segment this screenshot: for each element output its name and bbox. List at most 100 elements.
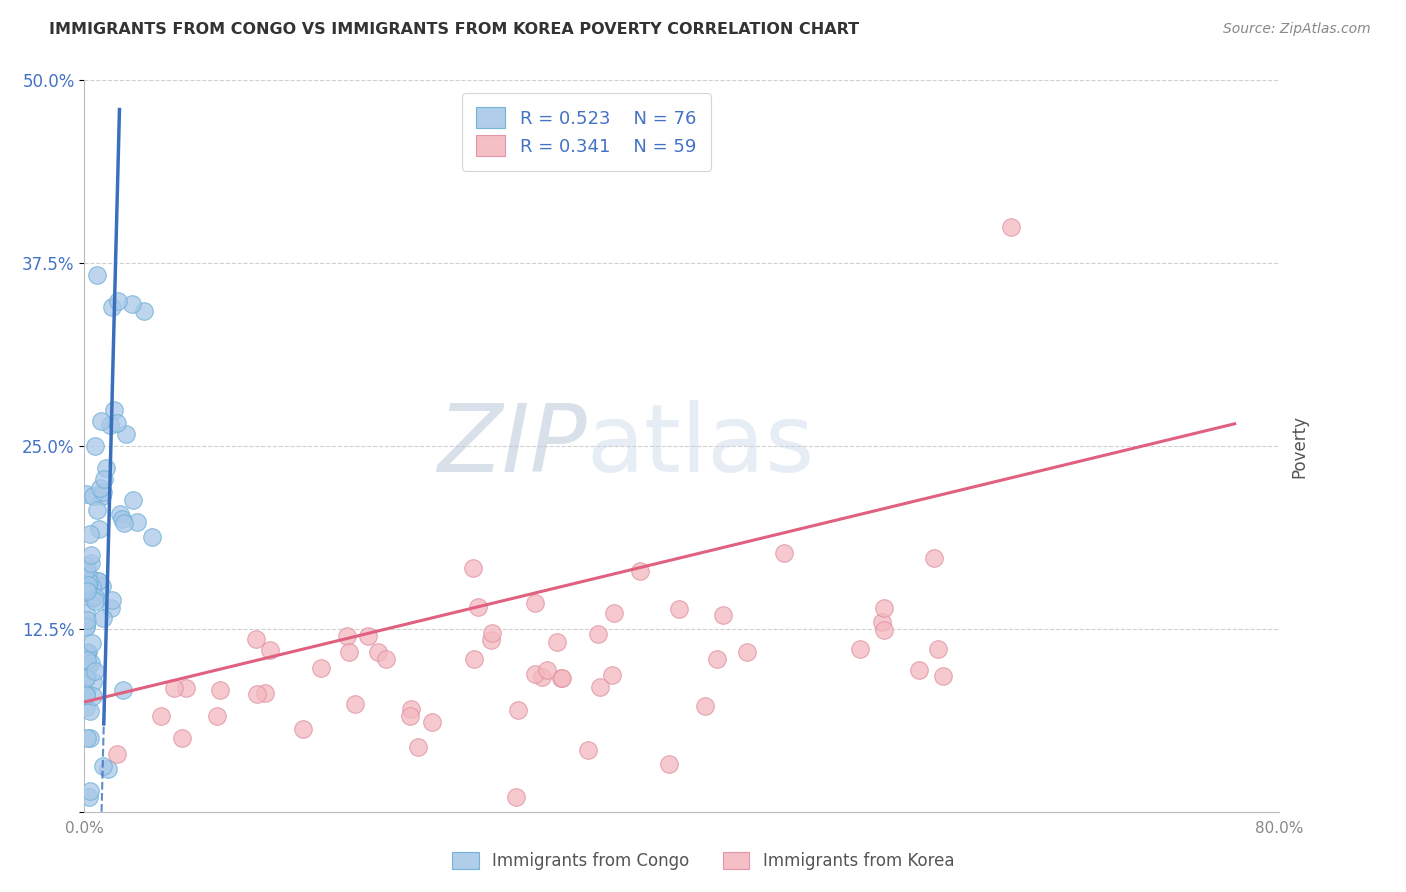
Point xyxy=(375,652,398,666)
Point xyxy=(420,715,443,730)
Point xyxy=(112,516,135,530)
Point xyxy=(603,606,626,620)
Point xyxy=(586,627,609,641)
Point xyxy=(76,583,98,598)
Point xyxy=(162,681,184,695)
Point xyxy=(77,644,100,658)
Point xyxy=(89,481,111,495)
Point xyxy=(111,683,134,698)
Point xyxy=(908,663,931,677)
Point xyxy=(93,472,115,486)
Point xyxy=(93,610,115,624)
Point xyxy=(80,656,103,670)
Point xyxy=(600,667,623,681)
Point xyxy=(77,578,100,592)
Point xyxy=(523,596,546,610)
Point xyxy=(75,486,97,500)
Point xyxy=(75,699,97,714)
Point xyxy=(75,607,97,621)
Point xyxy=(773,546,796,560)
Point xyxy=(399,708,422,723)
Point xyxy=(1000,219,1022,234)
Point xyxy=(79,527,101,541)
Point xyxy=(668,602,690,616)
Point xyxy=(932,669,955,683)
Point xyxy=(82,591,104,605)
Point xyxy=(336,629,359,643)
Point xyxy=(75,686,97,700)
Point xyxy=(693,699,716,714)
Legend: Immigrants from Congo, Immigrants from Korea: Immigrants from Congo, Immigrants from K… xyxy=(446,845,960,877)
Point xyxy=(924,550,946,565)
Point xyxy=(75,620,97,634)
Point xyxy=(75,582,97,596)
Point xyxy=(75,647,97,661)
Point xyxy=(94,461,117,475)
Point xyxy=(141,530,163,544)
Point xyxy=(735,645,758,659)
Point xyxy=(589,680,612,694)
Point xyxy=(86,574,108,589)
Point xyxy=(86,503,108,517)
Point xyxy=(399,702,422,716)
Point xyxy=(344,697,367,711)
Point xyxy=(481,633,503,648)
Point xyxy=(84,440,107,454)
Point xyxy=(367,645,389,659)
Point xyxy=(149,708,172,723)
Point xyxy=(207,709,229,723)
Point xyxy=(91,484,114,499)
Point xyxy=(82,489,104,503)
Y-axis label: Poverty: Poverty xyxy=(1291,415,1309,477)
Point xyxy=(711,607,734,622)
Point xyxy=(79,575,101,590)
Point xyxy=(259,643,281,657)
Point xyxy=(849,642,872,657)
Point xyxy=(125,515,148,529)
Point xyxy=(75,688,97,702)
Point xyxy=(115,426,138,441)
Text: IMMIGRANTS FROM CONGO VS IMMIGRANTS FROM KOREA POVERTY CORRELATION CHART: IMMIGRANTS FROM CONGO VS IMMIGRANTS FROM… xyxy=(49,22,859,37)
Point xyxy=(658,756,681,771)
Point xyxy=(82,580,104,594)
Point xyxy=(77,582,100,597)
Point xyxy=(105,416,128,430)
Point xyxy=(103,403,125,417)
Point xyxy=(86,268,108,282)
Point xyxy=(463,652,485,666)
Point xyxy=(530,669,553,683)
Point xyxy=(76,582,98,597)
Point xyxy=(75,619,97,633)
Point xyxy=(122,493,145,508)
Point xyxy=(75,689,97,703)
Text: atlas: atlas xyxy=(586,400,814,492)
Point xyxy=(463,560,485,574)
Point xyxy=(209,683,232,698)
Point xyxy=(292,722,315,736)
Point xyxy=(76,558,98,573)
Point xyxy=(132,303,156,318)
Text: Source: ZipAtlas.com: Source: ZipAtlas.com xyxy=(1223,22,1371,37)
Point xyxy=(110,507,132,521)
Point xyxy=(80,548,103,562)
Point xyxy=(253,686,276,700)
Point xyxy=(75,672,97,686)
Point xyxy=(706,651,728,665)
Point xyxy=(467,599,489,614)
Point xyxy=(79,731,101,746)
Point xyxy=(505,790,527,805)
Point xyxy=(79,790,101,805)
Point xyxy=(873,624,896,638)
Point xyxy=(82,636,104,650)
Point xyxy=(91,489,114,503)
Point xyxy=(75,563,97,577)
Point xyxy=(76,653,98,667)
Point xyxy=(105,747,128,761)
Point xyxy=(576,743,599,757)
Point xyxy=(98,417,121,432)
Point xyxy=(76,568,98,582)
Point xyxy=(927,642,949,657)
Point xyxy=(508,703,530,717)
Point xyxy=(107,294,129,309)
Legend: R = 0.523    N = 76, R = 0.341    N = 59: R = 0.523 N = 76, R = 0.341 N = 59 xyxy=(463,93,710,170)
